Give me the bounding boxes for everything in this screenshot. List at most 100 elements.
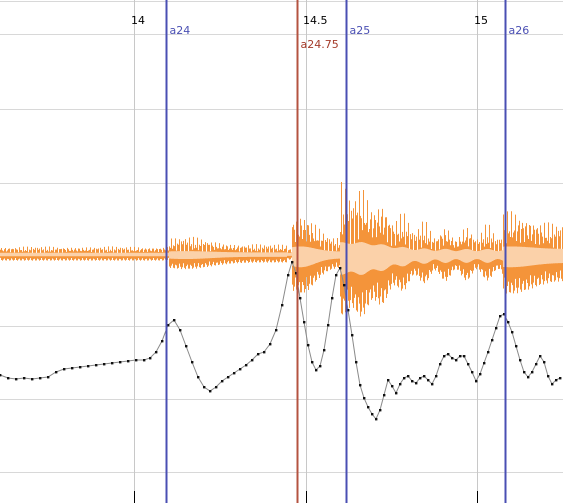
envelope-point bbox=[555, 379, 558, 382]
envelope-point bbox=[427, 379, 430, 382]
envelope-point bbox=[547, 375, 550, 378]
audio-waveform bbox=[0, 181, 563, 317]
envelope-point bbox=[519, 359, 522, 362]
beat-marker-label[interactable]: a24 bbox=[170, 24, 191, 37]
envelope-point bbox=[403, 377, 406, 380]
envelope-point bbox=[281, 304, 284, 307]
envelope-point bbox=[95, 364, 98, 367]
envelope-point bbox=[407, 375, 410, 378]
beat-marker-label[interactable]: a25 bbox=[350, 24, 371, 37]
envelope-point bbox=[359, 384, 362, 387]
envelope-point bbox=[495, 327, 498, 330]
envelope-point bbox=[111, 362, 114, 365]
envelope-point bbox=[499, 315, 502, 318]
envelope-point bbox=[559, 377, 562, 380]
envelope-point bbox=[391, 385, 394, 388]
envelope-point bbox=[275, 329, 278, 332]
beat-marker-label[interactable]: a26 bbox=[509, 24, 530, 37]
time-tick-label: 14 bbox=[131, 14, 145, 27]
envelope-point bbox=[167, 324, 170, 327]
envelope-point bbox=[303, 321, 306, 324]
envelope-point bbox=[295, 272, 298, 275]
envelope-point bbox=[439, 363, 442, 366]
envelope-point bbox=[443, 355, 446, 358]
envelope-point bbox=[127, 360, 130, 363]
envelope-point bbox=[335, 274, 338, 277]
envelope-point bbox=[415, 382, 418, 385]
envelope-point bbox=[535, 363, 538, 366]
envelope-point bbox=[491, 339, 494, 342]
envelope-line bbox=[0, 260, 561, 420]
envelope-point bbox=[323, 349, 326, 352]
envelope-point bbox=[411, 380, 414, 383]
envelope-point bbox=[339, 267, 342, 270]
envelope-point bbox=[31, 378, 34, 381]
envelope-point bbox=[221, 380, 224, 383]
envelope-point bbox=[479, 373, 482, 376]
envelope-point bbox=[307, 344, 310, 347]
envelope-point bbox=[539, 355, 542, 358]
envelope-point bbox=[63, 368, 66, 371]
envelope-point bbox=[215, 386, 218, 389]
envelope-point bbox=[39, 377, 42, 380]
envelope-point bbox=[155, 351, 158, 354]
envelope-point bbox=[527, 376, 530, 379]
envelope-point bbox=[47, 376, 50, 379]
envelope-point bbox=[387, 379, 390, 382]
beat-marker-label[interactable]: a24.75 bbox=[301, 38, 339, 51]
envelope-point bbox=[209, 390, 212, 393]
envelope-point bbox=[503, 313, 506, 316]
envelope-point bbox=[363, 397, 366, 400]
envelope-point bbox=[483, 362, 486, 365]
envelope-point bbox=[173, 319, 176, 322]
envelope-point bbox=[197, 376, 200, 379]
envelope-point bbox=[227, 376, 230, 379]
envelope-point bbox=[331, 297, 334, 300]
envelope-point bbox=[507, 321, 510, 324]
envelope-point bbox=[119, 361, 122, 364]
time-tick-label: 15 bbox=[474, 14, 488, 27]
beat-markers[interactable]: a24 a24.75 a25 a26 bbox=[165, 0, 530, 503]
envelope-point bbox=[0, 374, 2, 377]
envelope-point bbox=[327, 324, 330, 327]
envelope-point bbox=[135, 359, 138, 362]
envelope-point bbox=[395, 392, 398, 395]
envelope-point bbox=[161, 340, 164, 343]
envelope-point bbox=[459, 355, 462, 358]
envelope-point bbox=[431, 383, 434, 386]
envelope-point bbox=[423, 375, 426, 378]
envelope-point bbox=[263, 351, 266, 354]
envelope-point bbox=[383, 394, 386, 397]
envelope-point bbox=[7, 377, 10, 380]
envelope-point bbox=[79, 366, 82, 369]
envelope-point bbox=[467, 363, 470, 366]
envelope-point bbox=[399, 383, 402, 386]
envelope-point bbox=[511, 331, 514, 334]
envelope-point bbox=[367, 406, 370, 409]
envelope-point bbox=[319, 365, 322, 368]
envelope-point bbox=[471, 371, 474, 374]
envelope-point bbox=[103, 363, 106, 366]
envelope-point bbox=[531, 371, 534, 374]
envelope-point bbox=[371, 413, 374, 416]
time-tick-label: 14.5 bbox=[303, 14, 328, 27]
envelope-point bbox=[299, 297, 302, 300]
envelope-point bbox=[257, 353, 260, 356]
envelope-point bbox=[149, 357, 152, 360]
envelope-point bbox=[419, 377, 422, 380]
envelope-point bbox=[239, 368, 242, 371]
envelope-point bbox=[379, 409, 382, 412]
envelope-point bbox=[291, 261, 294, 264]
envelope-point bbox=[515, 345, 518, 348]
envelope-point bbox=[447, 353, 450, 356]
envelope-point bbox=[87, 365, 90, 368]
envelope-point bbox=[315, 369, 318, 372]
envelope-point bbox=[311, 361, 314, 364]
envelope-point bbox=[71, 367, 74, 370]
envelope-point bbox=[551, 383, 554, 386]
envelope-point bbox=[347, 309, 350, 312]
envelope-point bbox=[543, 361, 546, 364]
envelope-point bbox=[143, 359, 146, 362]
